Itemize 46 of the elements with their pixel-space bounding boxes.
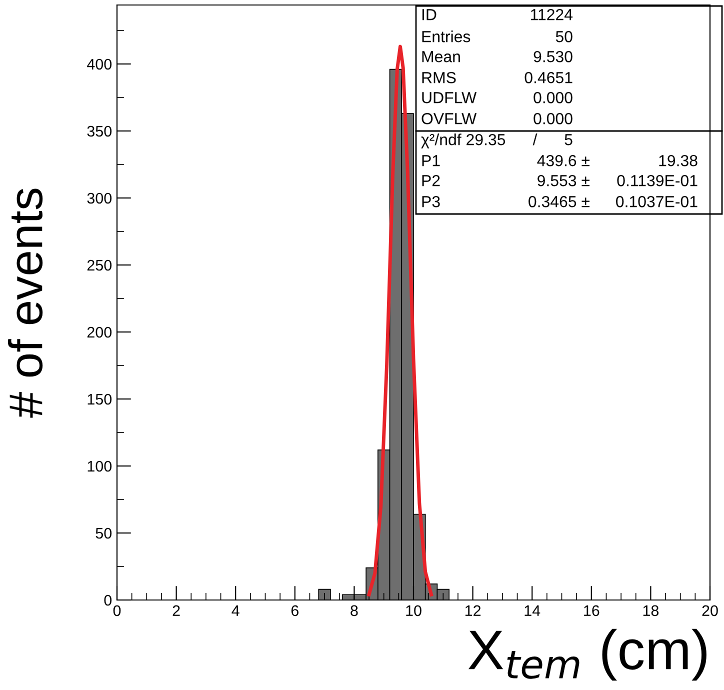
annotation: 0.1037E-01 — [616, 196, 698, 208]
annotation: 9.553 ± — [538, 174, 590, 186]
x-tick-label: 12 — [465, 605, 481, 616]
annotation: UDFLW — [422, 92, 477, 104]
y-tick-label: 300 — [87, 192, 112, 204]
annotation: 5 — [564, 134, 572, 146]
x-tick-label: 8 — [350, 605, 358, 616]
annotation: 11224 — [530, 8, 573, 20]
y-tick-label: 350 — [87, 126, 112, 137]
x-tick-label: 0 — [113, 605, 121, 616]
annotation: 0.3465 ± — [528, 196, 590, 208]
y-tick-label: 100 — [88, 460, 112, 472]
x-tick-label: 10 — [406, 605, 422, 616]
y-tick-label: 200 — [87, 326, 112, 338]
x-tick-label: 2 — [172, 605, 180, 616]
annotation: 50 — [556, 30, 572, 42]
x-axis-title: X$_{tem}$ (cm) — [468, 628, 706, 681]
y-tick-label: 150 — [88, 394, 112, 405]
y-tick-label: 400 — [87, 58, 112, 70]
annotation: 0.1139E-01 — [617, 174, 698, 186]
annotation: P1 — [422, 155, 440, 166]
annotation: 0.4651 — [524, 72, 572, 84]
annotation: OVFLW — [422, 112, 477, 124]
x-tick-label: 4 — [232, 605, 240, 616]
y-tick-label: 0 — [104, 594, 112, 606]
annotation: 19.38 — [659, 154, 698, 166]
y-tick-label: 250 — [87, 260, 112, 271]
annotation: Mean — [422, 51, 460, 62]
y-axis-title: # of events — [8, 188, 43, 418]
y-tick-label: 50 — [96, 528, 112, 539]
annotation: 0.000 — [534, 112, 572, 124]
x-tick-label: 18 — [643, 605, 659, 616]
annotation: RMS — [422, 72, 456, 84]
annotation: 9.530 — [534, 50, 572, 62]
x-tick-label: 16 — [584, 605, 600, 616]
x-tick-label: 20 — [702, 605, 718, 616]
annotation: / — [532, 134, 538, 146]
annotation: P3 — [422, 196, 440, 208]
annotation: 439.6 ± — [537, 154, 590, 166]
annotation: χ²/ndf 29.35 — [421, 134, 506, 148]
annotation: ID — [422, 9, 436, 20]
annotation: 0.000 — [534, 92, 572, 104]
annotation: P2 — [422, 174, 440, 186]
x-tick-label: 6 — [291, 605, 298, 616]
annotation: Entries — [422, 30, 470, 42]
x-tick-label: 14 — [524, 605, 540, 616]
